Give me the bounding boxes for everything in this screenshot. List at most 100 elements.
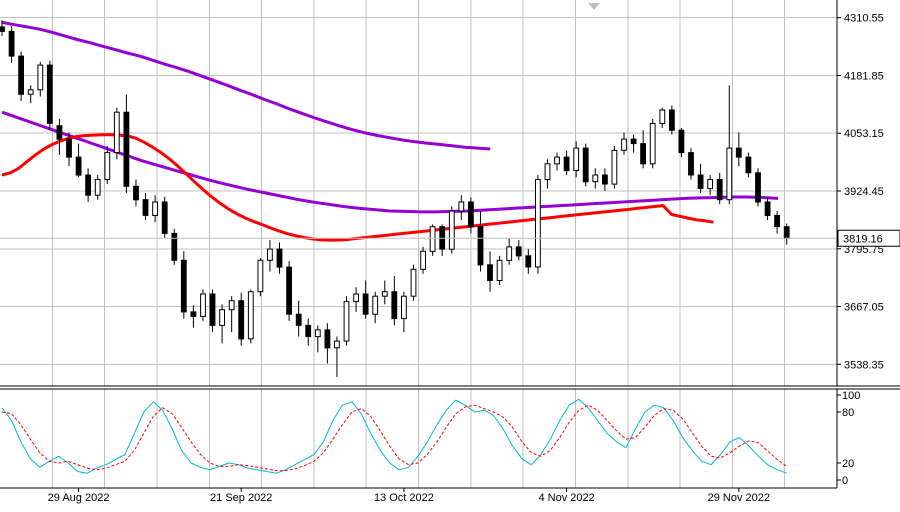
candle	[295, 300, 302, 337]
candle-body-bear	[142, 199, 149, 216]
candle-body-bull	[37, 64, 44, 91]
candle	[257, 258, 264, 297]
candle	[18, 51, 25, 101]
candle-body-bull	[554, 156, 560, 165]
candle-body-bull	[458, 201, 465, 212]
time-axis: 29 Aug 2022 21 Sep 2022 13 Oct 2022 4 Nov 2…	[48, 488, 770, 504]
candle-body-bull	[592, 174, 599, 183]
candle	[659, 107, 666, 128]
stochastic-tick-label: 80	[842, 407, 854, 419]
price-tick-label: 3795.75	[844, 244, 884, 256]
candle-body-bull	[343, 301, 350, 342]
slow-ma-upper-line	[1, 20, 491, 151]
stochastic-panel-border	[0, 388, 900, 489]
candle-body-bear	[477, 226, 484, 266]
price-axis: 4310.55 4181.85 4053.15 3924.45 3795.75 3667.…	[837, 13, 884, 371]
candle	[429, 224, 436, 256]
candle	[640, 130, 647, 169]
candle	[649, 118, 656, 169]
candle-body-bull	[113, 111, 120, 154]
candle-body-bear	[324, 329, 331, 349]
candle-body-bear	[171, 232, 178, 261]
candle-body-bear	[56, 125, 63, 140]
candle-body-bear	[286, 266, 293, 315]
price-tick-label: 4053.15	[844, 128, 884, 140]
candle	[372, 291, 379, 324]
candle-body-bear	[468, 201, 474, 228]
candle-body-bear	[305, 324, 312, 338]
candle	[27, 85, 34, 104]
candle	[353, 287, 360, 312]
candle	[56, 118, 63, 155]
candle	[8, 26, 15, 63]
candle	[468, 197, 474, 234]
time-tick-label: 13 Oct 2022	[374, 492, 434, 504]
price-tick-label: 4181.85	[844, 70, 884, 82]
candle	[487, 251, 493, 292]
candle	[46, 60, 53, 131]
candle	[104, 145, 111, 185]
chart-shift-marker-icon[interactable]	[588, 3, 600, 10]
candle-body-bear	[487, 264, 493, 281]
candle	[630, 134, 637, 153]
candle-body-bear	[602, 174, 608, 185]
candle-body-bear	[391, 291, 398, 320]
candle-body-bull	[544, 163, 551, 181]
candle-body-bull	[649, 122, 656, 165]
candle	[401, 291, 407, 333]
candle-body-bear	[678, 129, 685, 154]
time-tick-label: 21 Sep 2022	[210, 492, 272, 504]
candle	[420, 246, 427, 274]
candle	[305, 318, 312, 346]
candle	[697, 163, 704, 193]
candle	[286, 261, 293, 321]
candle	[75, 143, 82, 178]
candle	[621, 132, 627, 155]
candle-body-bear	[783, 226, 790, 239]
candle-body-bear	[735, 147, 742, 158]
candle-body-bear	[525, 255, 532, 268]
candle	[123, 94, 130, 193]
candle-body-bear	[745, 156, 752, 174]
candle-body-bear	[515, 246, 522, 257]
candle	[678, 127, 685, 158]
candle-body-bear	[85, 174, 91, 196]
candle	[716, 172, 723, 205]
current-price-box	[837, 229, 900, 247]
candle-body-bull	[726, 147, 733, 201]
candle-body-bear	[190, 311, 197, 317]
candle	[133, 179, 139, 207]
candle-body-bull	[94, 179, 101, 196]
candle-body-bull	[267, 248, 273, 261]
candle-body-bull	[429, 226, 436, 252]
candle-body-bull	[496, 259, 503, 281]
candle-body-bull	[372, 295, 379, 315]
candle	[764, 197, 771, 220]
candle	[602, 168, 608, 191]
candle	[113, 107, 120, 160]
candle	[496, 255, 503, 286]
candle	[152, 195, 158, 223]
current-price-label: 3819.16	[843, 233, 883, 245]
candle	[343, 296, 350, 346]
candle	[362, 280, 369, 319]
candle	[573, 141, 580, 178]
candle-body-bear	[18, 55, 25, 95]
candle-body-bull	[247, 291, 254, 340]
candle	[391, 276, 398, 326]
candle	[477, 210, 484, 272]
candle	[219, 304, 225, 344]
candle-body-bear	[669, 109, 675, 131]
candle	[94, 175, 101, 200]
candle	[611, 145, 618, 189]
candle-body-bear	[276, 248, 283, 268]
candle-body-bull	[353, 293, 360, 303]
candle	[535, 175, 541, 274]
candle-body-bear	[133, 185, 139, 201]
candle	[324, 323, 331, 364]
candle-body-bull	[401, 295, 407, 320]
candle	[180, 251, 187, 319]
candle	[238, 292, 245, 346]
candle-body-bear	[238, 300, 245, 340]
